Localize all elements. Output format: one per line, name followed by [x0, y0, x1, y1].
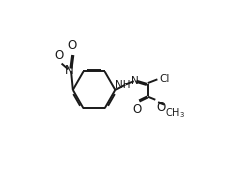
- Text: O: O: [54, 49, 64, 62]
- Text: O: O: [132, 103, 142, 116]
- Text: NH: NH: [115, 80, 130, 90]
- Text: Cl: Cl: [159, 74, 170, 84]
- Text: N: N: [65, 64, 74, 77]
- Text: N: N: [131, 76, 139, 86]
- Text: O: O: [157, 101, 166, 114]
- Text: CH$_3$: CH$_3$: [165, 106, 185, 120]
- Text: O: O: [68, 38, 77, 51]
